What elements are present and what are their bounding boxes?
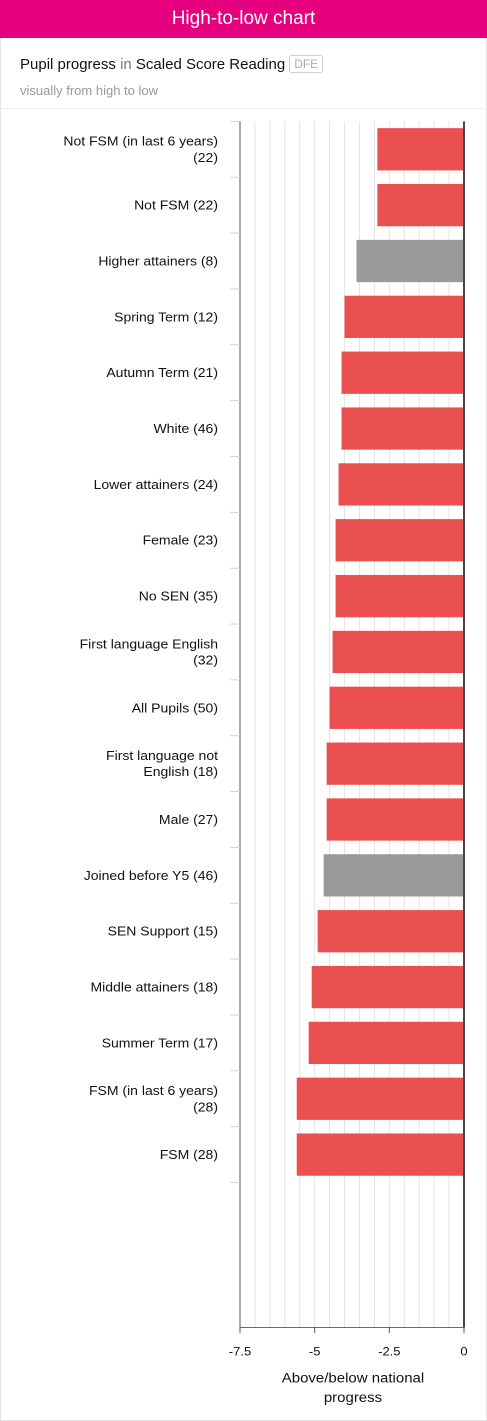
category-label: First language not English (18) xyxy=(106,749,218,779)
chart-subtitle: Pupil progress in Scaled Score Reading DF… xyxy=(20,55,324,73)
x-tick-label: 0 xyxy=(460,1345,467,1358)
bar xyxy=(317,910,464,953)
bar xyxy=(338,463,464,506)
category-label: No SEN (35) xyxy=(139,589,218,603)
x-tick-label: -5 xyxy=(309,1345,321,1358)
bar xyxy=(335,574,464,618)
bar xyxy=(296,1133,464,1176)
category-label: Summer Term (17) xyxy=(102,1036,218,1050)
x-axis-title: progress xyxy=(324,1391,382,1406)
bar xyxy=(308,1021,464,1065)
bar xyxy=(326,798,464,841)
category-label: White (46) xyxy=(153,422,218,436)
category-label: Not FSM (22) xyxy=(134,198,218,212)
category-label: Middle attainers (18) xyxy=(91,980,218,994)
subtitle-subject: Scaled Score Reading xyxy=(135,56,286,73)
subtitle-in: in xyxy=(120,56,132,73)
x-axis-title: Above/below national xyxy=(282,1371,424,1386)
bar xyxy=(326,742,464,785)
bar xyxy=(323,854,464,897)
category-label: Autumn Term (21) xyxy=(106,366,218,380)
dfe-badge: DFE xyxy=(289,55,324,73)
x-tick-label: -2.5 xyxy=(378,1345,401,1358)
category-label: All Pupils (50) xyxy=(132,701,218,715)
bar xyxy=(341,407,464,450)
header-divider xyxy=(0,108,487,109)
category-label: Spring Term (12) xyxy=(114,310,218,324)
chart-title-bar: High-to-low chart xyxy=(0,0,487,38)
category-label: FSM (in last 6 years) (28) xyxy=(89,1084,218,1114)
x-tick-label: -7.5 xyxy=(229,1345,252,1358)
category-label: Female (23) xyxy=(143,533,218,547)
bar xyxy=(296,1077,464,1120)
sort-note: visually from high to low xyxy=(20,83,158,98)
category-label: Lower attainers (24) xyxy=(94,478,218,492)
category-label: Higher attainers (8) xyxy=(98,254,218,268)
bar xyxy=(377,184,464,227)
bar xyxy=(341,351,464,394)
bar xyxy=(335,519,464,562)
category-label: FSM (28) xyxy=(160,1148,218,1162)
bar xyxy=(356,239,464,283)
category-label: First language English (32) xyxy=(80,637,218,667)
bar xyxy=(311,965,464,1009)
subtitle-measure: Pupil progress xyxy=(20,56,116,73)
bar xyxy=(344,295,464,338)
bar xyxy=(332,630,464,674)
category-label: Not FSM (in last 6 years) (22) xyxy=(63,134,218,164)
bar xyxy=(377,128,464,171)
category-label: SEN Support (15) xyxy=(108,924,218,938)
category-label: Joined before Y5 (46) xyxy=(84,869,218,883)
bar xyxy=(329,686,464,729)
category-label: Male (27) xyxy=(159,813,218,827)
